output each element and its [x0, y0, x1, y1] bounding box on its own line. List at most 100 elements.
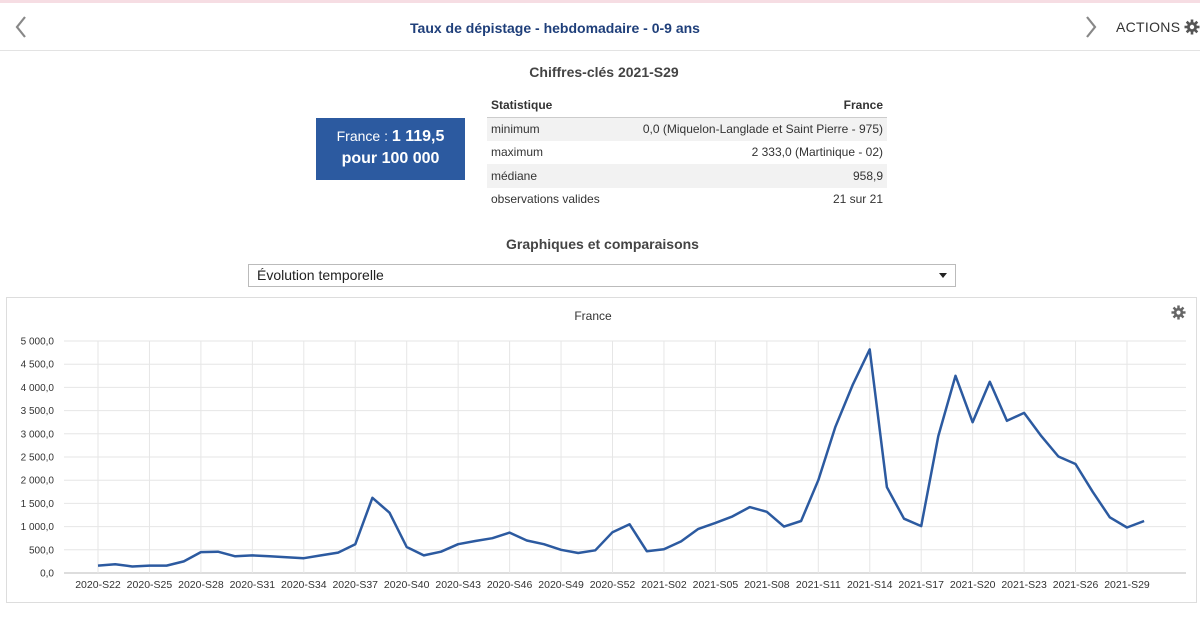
data-point [234, 555, 236, 557]
data-point [1092, 491, 1094, 493]
data-point [989, 381, 991, 383]
key-figures-table: Statistique France minimum 0,0 (Miquelon… [487, 93, 887, 211]
data-point [251, 554, 253, 556]
table-row: observations valides 21 sur 21 [487, 188, 887, 212]
data-point [148, 564, 150, 566]
data-point [1109, 516, 1111, 518]
data-point [869, 348, 871, 350]
data-point [611, 531, 613, 533]
y-tick-label: 500,0 [29, 545, 54, 556]
x-tick-label: 2020-S34 [281, 579, 327, 591]
x-tick-label: 2021-S11 [796, 579, 841, 591]
x-tick-label: 2021-S20 [950, 579, 996, 591]
data-point [354, 543, 356, 545]
caret-down-icon [939, 273, 947, 278]
data-point [1143, 520, 1145, 522]
x-tick-label: 2020-S52 [590, 579, 636, 591]
stat-label: observations valides [491, 192, 600, 207]
data-point [1006, 420, 1008, 422]
data-point [1023, 412, 1025, 414]
x-tick-label: 2020-S31 [230, 579, 276, 591]
data-point [491, 537, 493, 539]
stat-value: 958,9 [614, 164, 887, 188]
stat-value: 0,0 (Miquelon-Langlade et Saint Pierre -… [614, 117, 887, 141]
data-point [183, 560, 185, 562]
x-tick-label: 2020-S43 [435, 579, 481, 591]
chart-type-select-value: Évolution temporelle [257, 267, 384, 283]
x-tick-label: 2020-S40 [384, 579, 430, 591]
key-figures-title: Chiffres-clés 2021-S29 [529, 64, 679, 80]
data-point [680, 540, 682, 542]
x-tick-label: 2020-S49 [538, 579, 584, 591]
top-accent-line [0, 0, 1200, 3]
data-point [303, 557, 305, 559]
data-point [560, 549, 562, 551]
x-tick-label: 2020-S22 [75, 579, 121, 591]
data-point [663, 548, 665, 550]
summary-value: 1 119,5 [391, 128, 445, 145]
x-tick-label: 2021-S23 [1001, 579, 1047, 591]
summary-unit: pour 100 000 [341, 150, 440, 167]
y-tick-label: 3 500,0 [21, 406, 55, 417]
data-point [1057, 455, 1059, 457]
graphs-title: Graphiques et comparaisons [506, 236, 699, 252]
x-tick-label: 2021-S05 [693, 579, 739, 591]
data-point [474, 540, 476, 542]
series-line [97, 348, 1145, 568]
data-point [766, 511, 768, 513]
chevron-right-icon[interactable] [1078, 13, 1102, 41]
data-point [388, 511, 390, 513]
data-point [508, 531, 510, 533]
chevron-left-icon[interactable] [10, 13, 34, 41]
data-point [834, 426, 836, 428]
data-point [937, 435, 939, 437]
data-point [800, 520, 802, 522]
data-point [749, 506, 751, 508]
data-point [1126, 526, 1128, 528]
data-point [371, 497, 373, 499]
table-row: médiane 958,9 [487, 164, 887, 188]
data-point [200, 551, 202, 553]
data-point [1074, 463, 1076, 465]
y-tick-label: 0,0 [40, 569, 54, 580]
chart-type-select[interactable]: Évolution temporelle [248, 264, 956, 287]
data-point [920, 525, 922, 527]
data-point [886, 486, 888, 488]
data-point [954, 375, 956, 377]
data-point [731, 515, 733, 517]
x-tick-label: 2020-S28 [178, 579, 224, 591]
actions-button[interactable]: ACTIONS [1116, 19, 1200, 35]
data-point [165, 564, 167, 566]
gear-icon [1184, 19, 1200, 35]
data-point [783, 525, 785, 527]
summary-label: France : [336, 128, 388, 144]
data-point [817, 479, 819, 481]
x-tick-label: 2020-S46 [487, 579, 533, 591]
chart-title: France [574, 309, 612, 323]
x-tick-label: 2021-S14 [847, 579, 893, 591]
x-tick-label: 2021-S17 [898, 579, 944, 591]
data-point [851, 384, 853, 386]
data-point [971, 421, 973, 423]
data-point [97, 564, 99, 566]
data-point [628, 523, 630, 525]
y-tick-label: 2 500,0 [21, 453, 55, 464]
data-point [114, 563, 116, 565]
x-tick-label: 2021-S26 [1053, 579, 1099, 591]
x-tick-label: 2020-S37 [332, 579, 378, 591]
data-point [423, 554, 425, 556]
data-point [457, 543, 459, 545]
data-point [543, 543, 545, 545]
header-bar: Taux de dépistage - hebdomadaire - 0-9 a… [0, 3, 1200, 51]
stat-value: 21 sur 21 [832, 192, 883, 207]
france-summary-box: France : 1 119,5 pour 100 000 [316, 118, 465, 180]
table-row: minimum 0,0 (Miquelon-Langlade et Saint … [487, 117, 887, 141]
chart-settings-gear-icon[interactable] [1171, 305, 1186, 325]
y-tick-label: 3 000,0 [21, 429, 55, 440]
y-tick-label: 4 000,0 [21, 383, 55, 394]
data-point [406, 546, 408, 548]
y-tick-label: 1 500,0 [21, 499, 55, 510]
page-title: Taux de dépistage - hebdomadaire - 0-9 a… [410, 20, 700, 36]
y-tick-label: 4 500,0 [21, 360, 55, 371]
